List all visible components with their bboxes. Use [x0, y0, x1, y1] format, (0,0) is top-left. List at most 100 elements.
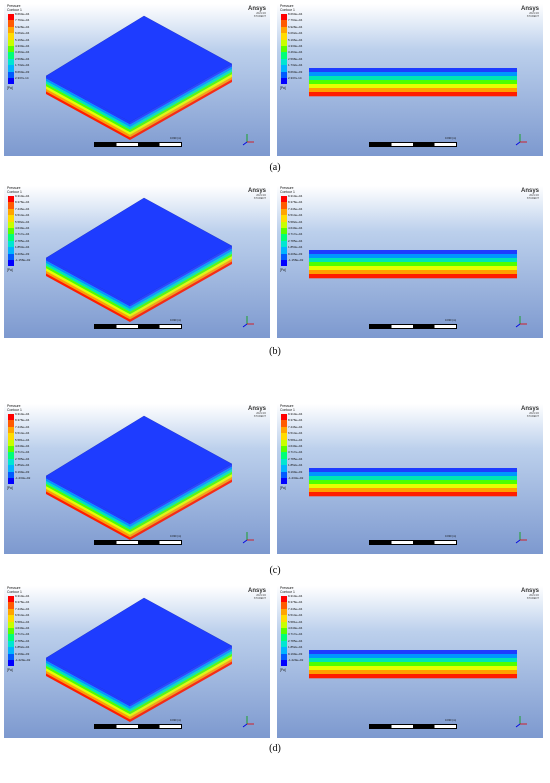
brand-edition: STUDENT	[526, 597, 539, 600]
color-legend	[281, 14, 287, 85]
axis-triad-icon	[515, 134, 527, 146]
legend-swatch	[281, 627, 287, 635]
legend-swatch	[8, 52, 14, 59]
color-legend	[8, 196, 14, 267]
contour-title: Pressure Contour 1	[280, 4, 295, 12]
legend-swatch	[8, 33, 14, 40]
side-view-layer	[309, 72, 517, 77]
slab-front-layer	[46, 88, 130, 138]
subfigure-caption: (c)	[269, 565, 281, 576]
legend-swatch	[8, 615, 14, 622]
side-view-layer	[309, 76, 517, 81]
legend-unit: [Pa]	[280, 486, 286, 490]
isometric-slab	[45, 415, 233, 540]
legend-tick-label: 9.310e+04	[15, 412, 30, 416]
scale-bar	[369, 142, 457, 147]
legend-tick-label: 5.581e+04	[288, 437, 303, 442]
legend-swatch	[8, 39, 14, 46]
legend-swatch	[281, 465, 287, 472]
legend-tick-label: 3.464e+04	[288, 50, 303, 55]
scale-bar-label: 0.030 (m)	[445, 137, 457, 140]
legend-swatch	[281, 208, 287, 216]
slab-side-layer	[130, 71, 232, 133]
legend-swatch	[281, 33, 287, 40]
subfigure-caption: (d)	[269, 743, 281, 754]
ansys-logo: Ansys 2021 R2 STUDENT	[248, 6, 266, 18]
legend-ticks: 8.660e+04 7.794e+04 6.928e+04 6.062e+04 5.19…	[15, 11, 29, 81]
legend-swatch	[281, 439, 287, 446]
slab-side-layer	[130, 253, 232, 315]
slab-front-layer	[46, 663, 130, 712]
legend-ticks: 9.310e+04 8.378e+04 7.446e+04 6.514e+04 5.58…	[15, 593, 30, 663]
brand-name: Ansys	[520, 188, 539, 194]
slab-side-layer	[130, 251, 232, 312]
slab-side-layer	[130, 258, 232, 320]
brand-name: Ansys	[247, 406, 266, 412]
legend-unit: [Pa]	[7, 668, 13, 672]
side-view-slab	[309, 468, 517, 497]
legend-tick-label: 2.785e+04	[288, 638, 303, 643]
legend-swatch	[281, 640, 287, 648]
side-view-layer	[309, 92, 517, 97]
legend-tick-label: 1.732e+04	[15, 63, 30, 68]
legend-swatch	[281, 621, 287, 628]
side-view-layer	[309, 468, 517, 473]
slab-front-layer	[46, 658, 130, 707]
slab-front-layer	[46, 268, 130, 317]
legend-ticks: 9.310e+04 8.378e+04 7.446e+04 6.514e+04 5.58…	[288, 593, 303, 663]
brand-edition: STUDENT	[526, 15, 539, 18]
legend-swatch	[8, 420, 14, 427]
slab-side-layer	[130, 653, 232, 715]
ansys-logo: Ansys 2021 R2 STUDENT	[521, 406, 539, 418]
legend-tick-label: 8.660e+04	[15, 12, 30, 16]
legend-swatch	[281, 71, 287, 78]
legend-swatch	[281, 615, 287, 622]
legend-tick-label: 5.582e+04	[288, 219, 303, 224]
legend-tick-label: 1.853e+04	[15, 245, 30, 250]
legend-swatch	[8, 426, 14, 434]
ansys-logo: Ansys 2021 R2 STUDENT	[521, 6, 539, 18]
legend-swatch	[281, 608, 287, 616]
legend-tick-label: 7.446e+04	[15, 606, 30, 611]
legend-tick-label: 3.717e+04	[15, 632, 30, 637]
slab-side-layer	[130, 66, 232, 128]
legend-swatch	[281, 20, 287, 27]
side-view-layer	[309, 262, 517, 267]
legend-tick-label: 2.785e+04	[15, 456, 30, 461]
legend-swatch	[281, 52, 287, 59]
brand-edition: STUDENT	[253, 15, 266, 18]
slab-front-layer	[46, 483, 130, 533]
scale-bar-label: 0.030 (m)	[170, 719, 182, 722]
legend-tick-label: 6.514e+04	[288, 431, 303, 436]
legend-tick-label: 4.649e+04	[288, 625, 303, 630]
legend-swatch	[8, 202, 14, 209]
legend-tick-label: 2.785e+04	[288, 238, 303, 243]
slab-side-layer	[130, 469, 232, 530]
isometric-slab	[45, 15, 233, 140]
legend-tick-label: 9.206e+03	[15, 251, 30, 256]
brand-name: Ansys	[247, 588, 266, 594]
legend-swatch	[8, 221, 14, 228]
legend-swatch	[8, 647, 14, 654]
slab-front-layer	[46, 273, 130, 322]
side-view-layer	[309, 662, 517, 667]
slab-front-layer	[46, 270, 130, 320]
axis-triad-icon	[242, 316, 254, 328]
axis-triad-icon	[515, 316, 527, 328]
legend-tick-label: 1.732e+04	[288, 63, 303, 68]
legend-swatch	[281, 458, 287, 466]
side-view-layer	[309, 674, 517, 679]
legend-tick-label: 8.660e+04	[288, 12, 303, 16]
legend-swatch	[8, 602, 14, 609]
slab-front-layer	[46, 486, 130, 535]
slab-side-layer	[130, 479, 232, 540]
legend-tick-label: 6.928e+04	[15, 24, 30, 29]
legend-unit: [Pa]	[7, 268, 13, 272]
legend-tick-label: -1.158e+02	[288, 257, 304, 262]
side-view-layer	[309, 654, 517, 659]
legend-swatch	[8, 627, 14, 635]
slab-front-layer	[46, 258, 130, 307]
scale-bar	[94, 142, 182, 147]
legend-tick-label: -1.229e+02	[15, 657, 31, 662]
slab-side-layer	[130, 248, 232, 310]
